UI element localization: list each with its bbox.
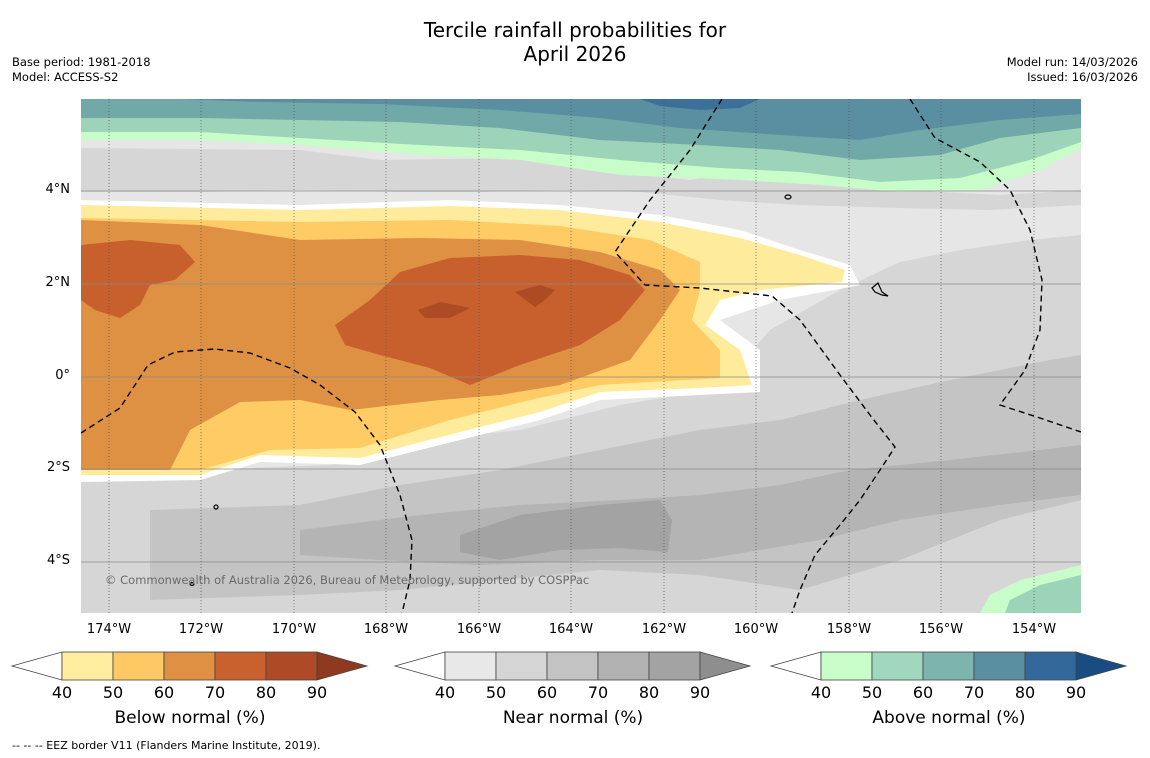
island-4 [189, 581, 195, 587]
lat-label-4n: 4°N [45, 182, 71, 197]
near-tick-50: 50 [485, 683, 507, 702]
island-2 [871, 282, 889, 297]
lon-label-166w: 166°W [456, 622, 502, 637]
lon-label-156w: 156°W [918, 622, 964, 637]
colorbar-below-over [316, 651, 369, 681]
below-tick-60: 60 [153, 683, 175, 702]
below-tick-80: 80 [255, 683, 277, 702]
near-tick-40: 40 [434, 683, 456, 702]
near-normal-50-top [81, 148, 1081, 210]
lon-label-158w: 158°W [826, 622, 872, 637]
eez-border-west [81, 348, 413, 613]
copyright-notice: © Commonwealth of Australia 2026, Bureau… [105, 573, 590, 587]
below-tick-70: 70 [204, 683, 226, 702]
above-tick-90: 90 [1065, 683, 1087, 702]
eez-borders [81, 99, 1081, 613]
title-line-1: Tercile rainfall probabilities for [423, 18, 727, 42]
colorbar-near-label: Near normal (%) [502, 708, 644, 728]
above-tick-40: 40 [810, 683, 832, 702]
lon-label-160w: 160°W [733, 622, 779, 637]
above-tick-60: 60 [912, 683, 934, 702]
issued-date: Issued: 16/03/2026 [1027, 70, 1138, 84]
colorbar-below-seg-5 [265, 651, 318, 681]
colorbar-above-seg-1 [820, 651, 873, 681]
islands [189, 194, 889, 587]
above-tick-50: 50 [861, 683, 883, 702]
lon-label-168w: 168°W [363, 622, 409, 637]
colorbar-above-label: Above normal (%) [872, 708, 1026, 728]
near-tick-90: 90 [689, 683, 711, 702]
colorbar-near-under [393, 651, 446, 681]
above-tick-70: 70 [963, 683, 985, 702]
title-line-2: April 2026 [523, 42, 627, 66]
colorbars [10, 651, 1128, 681]
lat-label-0: 0° [55, 368, 70, 383]
below-normal-70-central [335, 255, 645, 385]
colorbar-above-under [769, 651, 822, 681]
eez-border-east [909, 99, 1081, 433]
lon-label-154w: 154°W [1011, 622, 1057, 637]
above-normal-50-sw [1005, 575, 1081, 613]
colorbar-below-under [10, 651, 63, 681]
island-1 [784, 194, 792, 200]
colorbar-near-seg-4 [597, 651, 650, 681]
lat-label-4s: 4°S [46, 553, 70, 568]
near-tick-60: 60 [536, 683, 558, 702]
meta-left: Base period: 1981-2018 Model: ACCESS-S2 [12, 55, 151, 85]
near-tick-80: 80 [638, 683, 660, 702]
lon-label-172w: 172°W [178, 622, 224, 637]
colorbar-below-seg-4 [214, 651, 267, 681]
above-tick-80: 80 [1014, 683, 1036, 702]
colorbar-above [769, 651, 1128, 681]
colorbar-above-seg-2 [871, 651, 924, 681]
eez-footnote: -- -- -- EEZ border V11 (Flanders Marine… [12, 739, 321, 752]
lon-label-164w: 164°W [548, 622, 594, 637]
below-tick-90: 90 [306, 683, 328, 702]
map-plot-area [81, 99, 1081, 613]
colorbar-near [393, 651, 752, 681]
model-run: Model run: 14/03/2026 [1006, 55, 1138, 69]
colorbar-above-seg-5 [1024, 651, 1077, 681]
lon-label-174w: 174°W [86, 622, 132, 637]
model-name: Model: ACCESS-S2 [12, 70, 119, 84]
below-tick-40: 40 [51, 683, 73, 702]
lon-label-170w: 170°W [271, 622, 317, 637]
island-3 [213, 504, 219, 510]
map-title: Tercile rainfall probabilities for April… [0, 18, 1150, 66]
colorbar-below [10, 651, 369, 681]
eez-border-central [614, 99, 896, 613]
lon-label-162w: 162°W [641, 622, 687, 637]
below-normal-80 [418, 285, 555, 318]
near-tick-70: 70 [587, 683, 609, 702]
colorbar-below-seg-3 [163, 651, 216, 681]
above-normal-70 [180, 99, 1081, 140]
lat-label-2n: 2°N [45, 275, 71, 290]
colorbar-above-seg-3 [922, 651, 975, 681]
colorbar-below-label: Below normal (%) [114, 708, 266, 728]
base-period: Base period: 1981-2018 [12, 55, 151, 69]
colorbar-near-seg-3 [546, 651, 599, 681]
colorbar-near-seg-1 [444, 651, 497, 681]
near-normal-80 [460, 500, 672, 560]
colorbar-below-seg-2 [112, 651, 165, 681]
colorbar-near-over [699, 651, 752, 681]
below-normal-70-west [81, 240, 195, 318]
below-tick-50: 50 [102, 683, 124, 702]
lat-label-2s: 2°S [46, 460, 70, 475]
colorbar-below-seg-1 [61, 651, 114, 681]
colorbar-near-seg-2 [495, 651, 548, 681]
meta-right: Model run: 14/03/2026 Issued: 16/03/2026 [1007, 55, 1138, 85]
lat-gridlines [81, 190, 1081, 563]
colorbar-above-seg-4 [973, 651, 1026, 681]
colorbar-above-over [1075, 651, 1128, 681]
above-normal-80 [640, 99, 760, 110]
colorbar-near-seg-5 [648, 651, 701, 681]
